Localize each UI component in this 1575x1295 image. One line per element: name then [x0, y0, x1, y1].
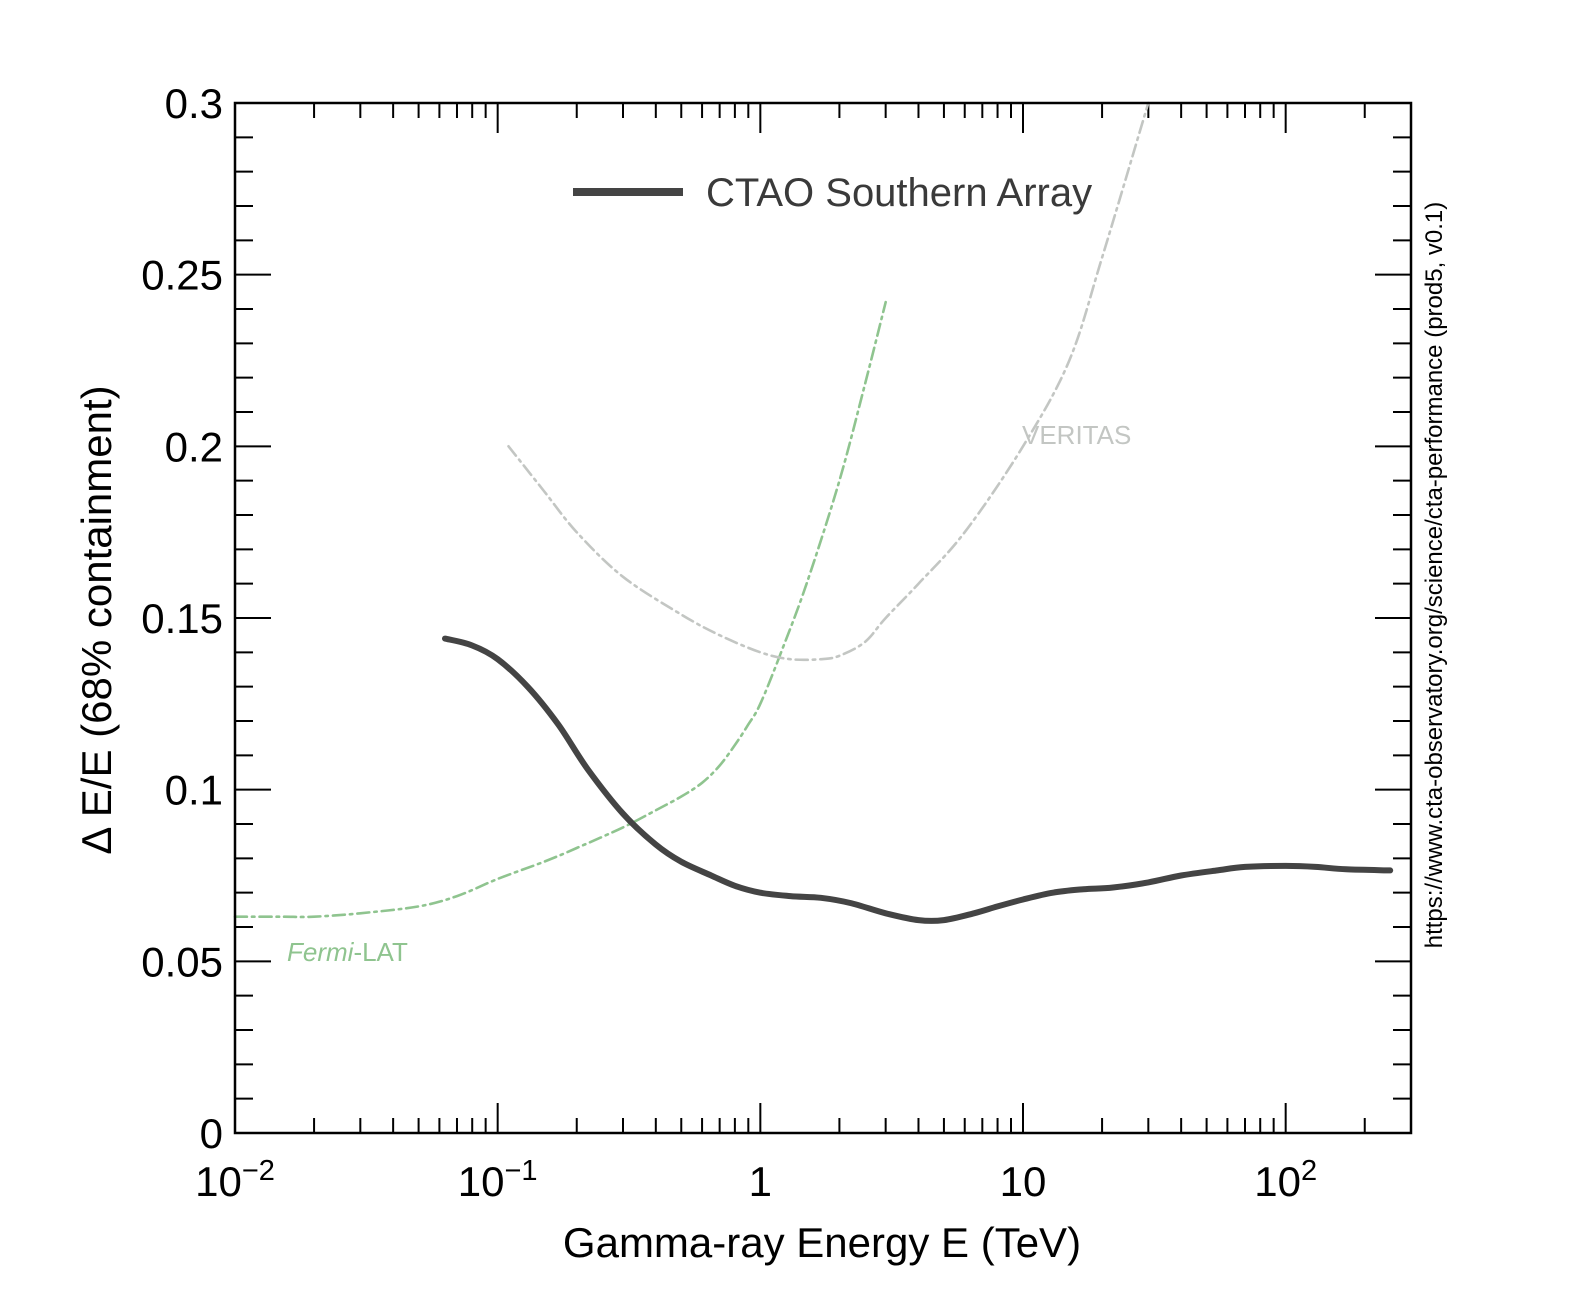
y-axis-title: Δ E/E (68% containment) — [73, 385, 120, 854]
x-tick-base: 1 — [749, 1158, 772, 1205]
legend-label-ctao: CTAO Southern Array — [706, 171, 1092, 215]
y-tick-label: 0.05 — [141, 938, 223, 985]
y-tick-labels: 0 0.05 0.1 0.15 0.2 0.25 0.3 — [141, 80, 223, 1157]
x-tick-exponent: −2 — [242, 1155, 275, 1187]
x-tick-base: 10 — [195, 1158, 242, 1205]
series-line-veritas — [507, 101, 1150, 662]
x-tick-base: 10 — [1000, 1158, 1047, 1205]
x-tick-base: 10 — [1254, 1158, 1301, 1205]
y-tick-label: 0.15 — [141, 595, 223, 642]
x-tick-label: 102 — [1254, 1155, 1317, 1205]
fermi-label-suffix: -LAT — [353, 937, 408, 967]
fermi-label-italic: Fermi — [287, 937, 355, 967]
x-tick-exponent: 2 — [1301, 1155, 1317, 1187]
y-tick-label: 0.25 — [141, 252, 223, 299]
series-line-fermi-lat — [233, 300, 887, 919]
x-tick-label: 1 — [749, 1158, 772, 1205]
x-tick-label: 10−1 — [458, 1155, 538, 1205]
fermi-lat-label: Fermi-LAT — [287, 937, 408, 967]
source-url: https://www.cta-observatory.org/science/… — [1421, 202, 1448, 949]
plot-frame — [233, 101, 1413, 1135]
x-tick-label: 10−2 — [195, 1155, 275, 1205]
y-tick-label: 0.1 — [165, 767, 223, 814]
x-axis-title: Gamma-ray Energy E (TeV) — [563, 1219, 1081, 1266]
x-tick-exponent: −1 — [504, 1155, 537, 1187]
y-tick-label: 0.2 — [165, 423, 223, 470]
axis-ticks — [234, 102, 1412, 1134]
curves — [233, 101, 1394, 924]
x-tick-base: 10 — [458, 1158, 505, 1205]
veritas-label: VERITAS — [1022, 420, 1131, 450]
series-line-ctao-southern-array — [442, 635, 1394, 924]
y-tick-label: 0.3 — [165, 80, 223, 127]
x-tick-label: 10 — [1000, 1158, 1047, 1205]
y-tick-label: 0 — [200, 1110, 223, 1157]
x-tick-labels: 10−2 10−1 1 10 102 — [195, 1155, 1317, 1205]
